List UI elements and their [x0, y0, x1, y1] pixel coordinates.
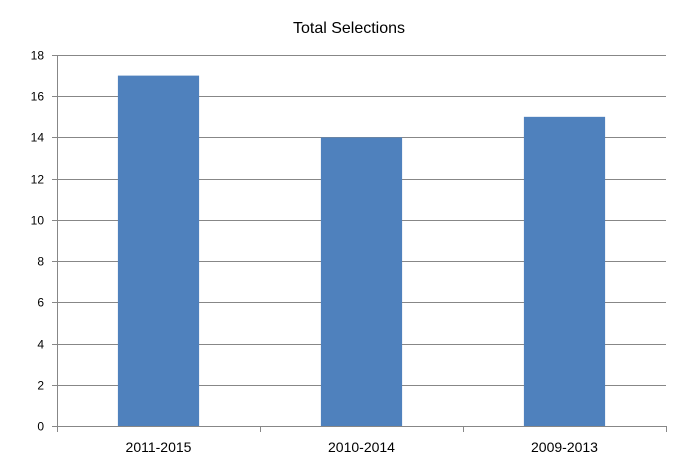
y-tick-label: 4: [37, 338, 44, 352]
y-tick-labels: 0 2 4 6 8 10 12 14 16 18: [31, 49, 45, 434]
bars: [117, 75, 606, 426]
bar-2011-2015: [117, 75, 200, 426]
chart-title: Total Selections: [293, 20, 405, 37]
x-tick-labels: 2011-2015 2010-2014 2009-2013: [126, 439, 599, 455]
y-tick-label: 0: [37, 420, 44, 434]
y-tick-label: 18: [31, 49, 45, 63]
bar-2009-2013: [523, 116, 606, 426]
y-tick-label: 2: [37, 379, 44, 393]
y-tick-label: 16: [31, 90, 45, 104]
x-tick-label: 2010-2014: [328, 439, 395, 455]
y-tick-label: 6: [37, 296, 44, 310]
y-tick-label: 10: [31, 214, 45, 228]
axes: [52, 55, 667, 432]
y-tick-label: 12: [31, 173, 45, 187]
y-tick-label: 8: [37, 255, 44, 269]
x-tick-label: 2009-2013: [531, 439, 598, 455]
x-tick-label: 2011-2015: [126, 439, 192, 455]
y-tick-label: 14: [31, 131, 45, 145]
bar-2010-2014: [320, 137, 403, 426]
